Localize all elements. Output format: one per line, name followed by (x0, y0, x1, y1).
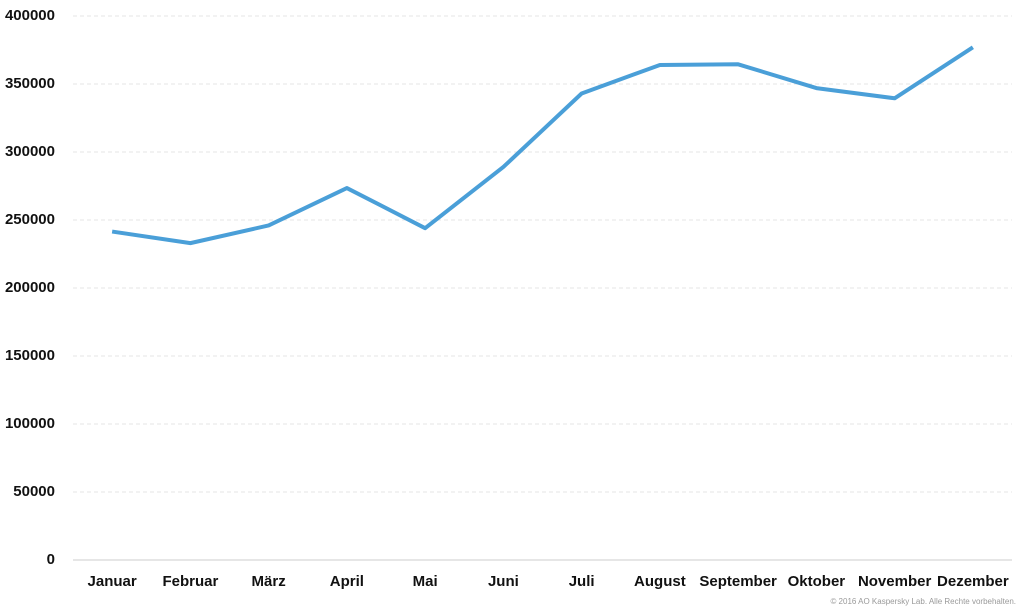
x-tick-label: Oktober (788, 573, 846, 590)
x-tick-label: Dezember (937, 573, 1009, 590)
y-tick-label: 250000 (5, 211, 55, 228)
x-tick-label: Februar (162, 573, 218, 590)
y-tick-label: 100000 (5, 415, 55, 432)
x-tick-label: Juli (569, 573, 595, 590)
x-tick-label: November (858, 573, 932, 590)
y-tick-label: 200000 (5, 279, 55, 296)
x-tick-label: September (699, 573, 777, 590)
y-tick-label: 50000 (13, 483, 55, 500)
x-tick-label: April (330, 573, 364, 590)
y-tick-label: 400000 (5, 7, 55, 24)
y-tick-label: 0 (47, 551, 55, 568)
x-tick-label: Juni (488, 573, 519, 590)
y-tick-label: 350000 (5, 75, 55, 92)
x-tick-label: März (252, 573, 286, 590)
footnote: © 2016 AO Kaspersky Lab. Alle Rechte vor… (830, 597, 1016, 606)
y-tick-label: 150000 (5, 347, 55, 364)
x-tick-label: August (634, 573, 686, 590)
x-tick-label: Januar (88, 573, 137, 590)
line (111, 45, 974, 246)
y-tick-label: 300000 (5, 143, 55, 160)
x-tick-label: Mai (413, 573, 438, 590)
